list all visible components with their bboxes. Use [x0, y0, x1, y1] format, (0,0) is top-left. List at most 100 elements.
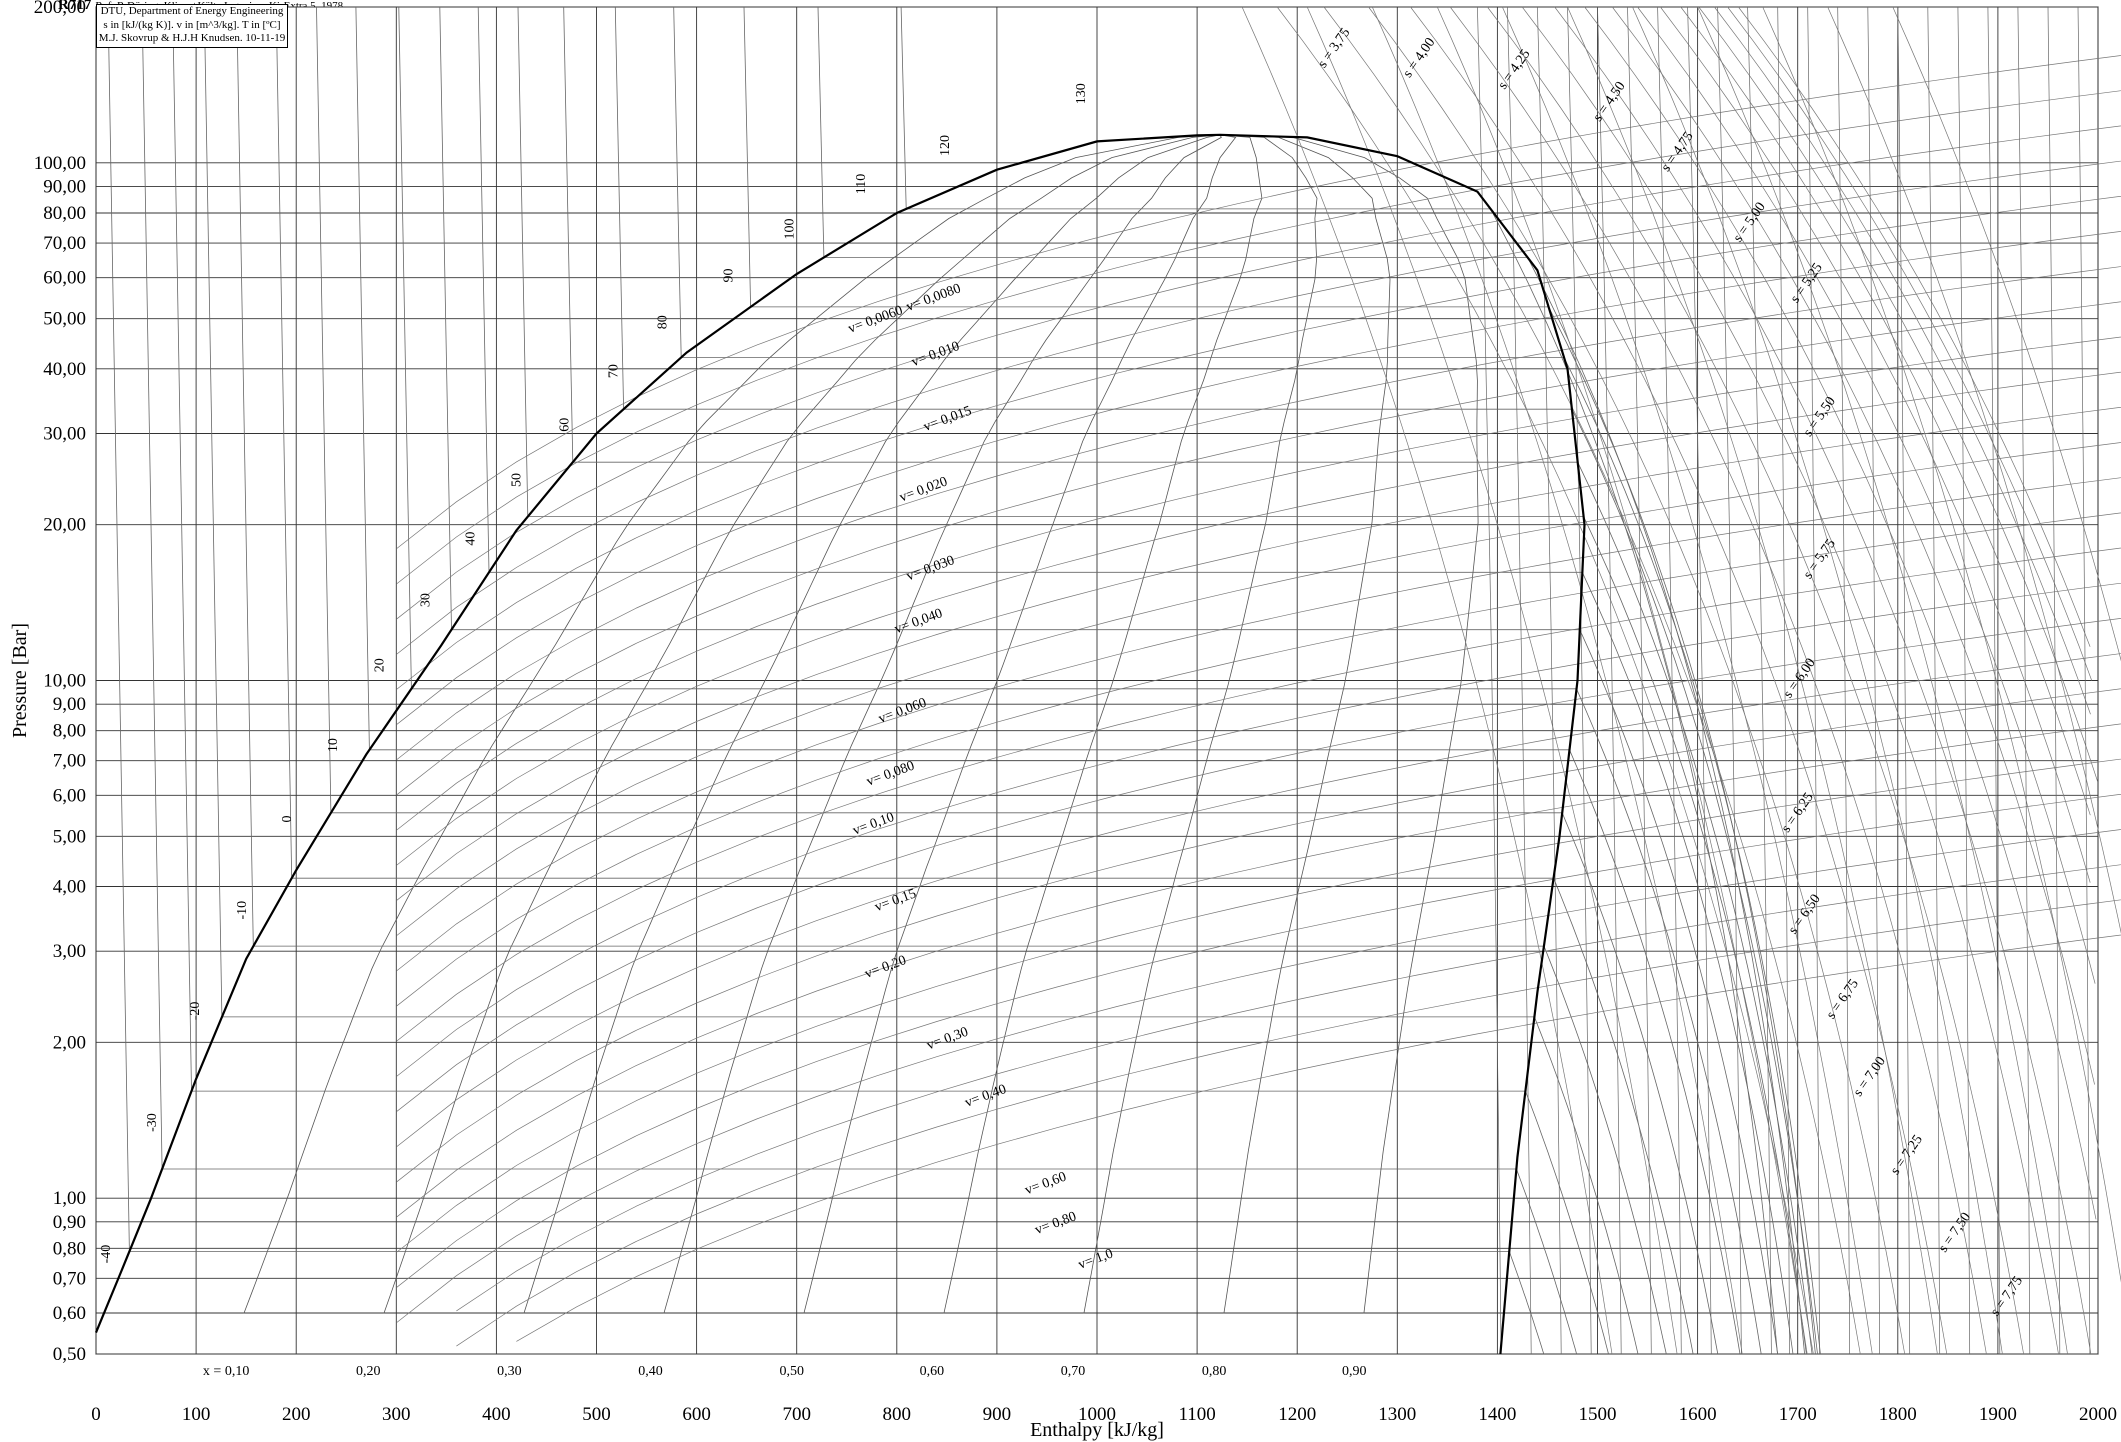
y-tick-label: 80,00	[43, 203, 86, 224]
isochore-line	[396, 758, 2121, 1253]
y-tick-label: 20,00	[43, 515, 86, 536]
isotherm-label: -40	[99, 1245, 114, 1264]
superheat-line	[1537, 6, 1562, 1355]
x-tick-label: 900	[983, 1404, 1012, 1425]
isochore-line	[396, 547, 2121, 1042]
x-tick-label: 1200	[1278, 1404, 1316, 1425]
superheat-line	[1957, 6, 1971, 1355]
isochore-line	[396, 266, 2121, 761]
y-tick-label: 90,00	[43, 177, 86, 198]
quality-line	[1220, 134, 1391, 1314]
isotherm-line	[316, 6, 1719, 1355]
isochore-line	[396, 618, 2121, 1113]
isochore-line	[396, 336, 2121, 831]
y-tick-label: 100,00	[34, 153, 86, 174]
quality-line	[663, 134, 1222, 1314]
isentrope-line	[1487, 6, 2024, 1355]
quality-line	[943, 134, 1263, 1314]
isochore-line	[396, 125, 2121, 620]
y-tick-label: 60,00	[43, 268, 86, 289]
isotherm-line	[355, 6, 1741, 1355]
isochore-line	[396, 653, 2121, 1148]
isotherm-line	[1371, 6, 1743, 1355]
quality-label: 0,50	[779, 1364, 804, 1379]
x-tick-label: 1300	[1378, 1404, 1416, 1425]
y-axis-title: Pressure [Bar]	[9, 623, 31, 738]
quality-label: x = 0,10	[203, 1364, 249, 1379]
y-tick-label: 6,00	[53, 785, 86, 806]
quality-line	[523, 134, 1221, 1314]
x-tick-label: 1600	[1679, 1404, 1717, 1425]
isotherm-label: 100	[783, 219, 798, 240]
isotherm-label: 60	[557, 418, 572, 432]
isochore-line	[396, 442, 2121, 937]
isochore-line	[456, 899, 2121, 1347]
x-tick-label: 1900	[1979, 1404, 2017, 1425]
isentrope-line	[1410, 6, 1948, 1355]
isotherm-line	[141, 6, 1577, 1355]
y-tick-label: 70,00	[43, 233, 86, 254]
superheat-line	[1597, 6, 1622, 1355]
isotherm-line	[398, 6, 1762, 1355]
isentrope-line	[1584, 6, 2097, 1220]
y-tick-label: 7,00	[53, 751, 86, 772]
isentrope-line	[1738, 6, 2091, 647]
x-tick-label: 100	[182, 1404, 211, 1425]
x-tick-label: 1000	[1078, 1404, 1116, 1425]
x-tick-label: 2000	[2079, 1404, 2117, 1425]
x-axis-title: Enthalpy [kJ/kg]	[1030, 1419, 1164, 1441]
superheat-line	[2077, 6, 2091, 1355]
isotherm-label: 110	[854, 174, 869, 194]
superheat-line	[2017, 6, 2031, 1355]
quality-line	[243, 134, 1221, 1314]
superheat-line	[2047, 6, 2061, 1355]
isochore-line	[396, 582, 2121, 1077]
superheat-line	[1687, 6, 1712, 1355]
superheat-line	[1567, 6, 1592, 1355]
x-tick-label: 600	[682, 1404, 711, 1425]
y-tick-label: 3,00	[53, 941, 86, 962]
isotherm-label: 70	[607, 364, 622, 378]
y-tick-label: 50,00	[43, 309, 86, 330]
info-line: DTU, Department of Energy Engineering	[100, 5, 284, 17]
isotherm-line	[817, 6, 1805, 1355]
isotherm-label: -30	[145, 1113, 160, 1132]
isochore-line	[396, 195, 2121, 690]
isotherm-line	[172, 6, 1609, 1355]
isotherm-line	[477, 6, 1794, 1355]
superheat-line	[1897, 6, 1911, 1355]
y-tick-label: 0,60	[53, 1303, 86, 1324]
quality-label: 0,60	[920, 1364, 945, 1379]
superheat-line	[1657, 6, 1682, 1355]
isotherm-label: -10	[235, 901, 250, 920]
isochore-line	[396, 793, 2121, 1288]
x-tick-label: 300	[382, 1404, 411, 1425]
superheat-line	[1747, 6, 1772, 1355]
x-tick-label: 200	[282, 1404, 311, 1425]
x-tick-label: 1500	[1579, 1404, 1617, 1425]
info-box: DTU, Department of Energy Engineering s …	[96, 4, 288, 48]
isotherm-label: 20	[372, 658, 387, 672]
isochore-line	[396, 301, 2121, 796]
isochore-line	[396, 829, 2121, 1324]
quality-label: 0,40	[638, 1364, 663, 1379]
isotherm-label: 40	[463, 532, 478, 546]
y-tick-label: 0,50	[53, 1344, 86, 1365]
isochore-line	[396, 477, 2121, 972]
y-tick-label: 30,00	[43, 424, 86, 445]
isotherm-line	[1892, 6, 2121, 662]
quality-label: 0,70	[1061, 1364, 1086, 1379]
isentrope-line	[1660, 6, 2091, 883]
isotherm-label: -20	[188, 1002, 203, 1021]
y-tick-label: 0,70	[53, 1268, 86, 1289]
isentrope-line	[1449, 6, 1987, 1355]
superheat-line	[1507, 6, 1532, 1355]
isotherm-line	[517, 6, 1807, 1355]
y-tick-label: 9,00	[53, 694, 86, 715]
x-tick-label: 500	[582, 1404, 611, 1425]
isentrope-line	[1727, 6, 2093, 681]
superheat-line	[1867, 6, 1880, 1355]
isochore-line	[396, 688, 2121, 1183]
quality-line	[383, 134, 1221, 1314]
